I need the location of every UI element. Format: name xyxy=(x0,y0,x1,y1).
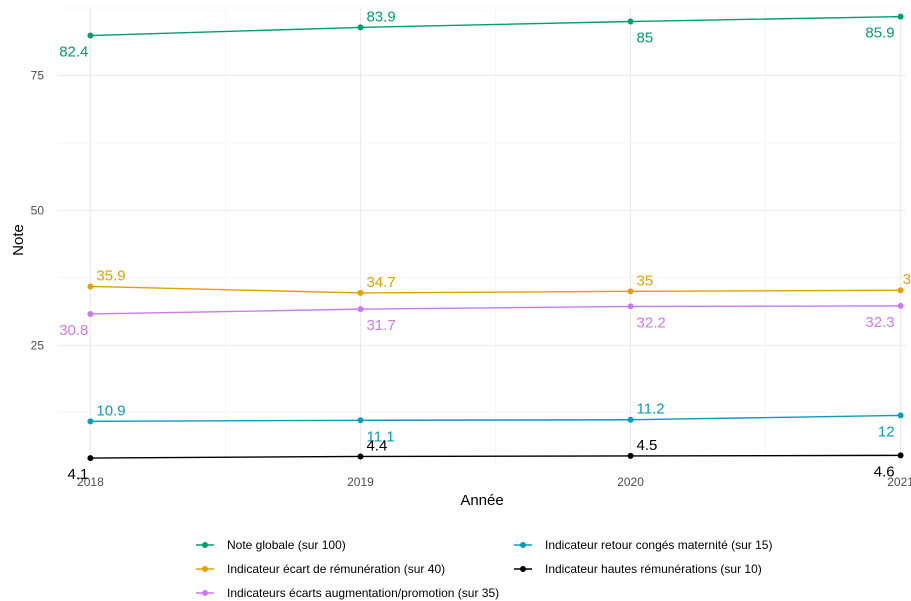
series-2: 30.8 31.7 32.2 32.3 xyxy=(59,302,904,339)
data-label: 85.9 xyxy=(865,25,894,42)
data-label: 82.4 xyxy=(59,44,88,61)
y-tick-label: 50 xyxy=(31,203,45,217)
data-label: 11.1 xyxy=(366,428,394,445)
data-point xyxy=(357,417,364,424)
legend-item: Indicateur écart de rémunération (sur 40… xyxy=(196,562,445,576)
data-point xyxy=(87,310,94,317)
grid xyxy=(58,7,906,464)
data-point xyxy=(897,452,904,459)
data-point xyxy=(897,287,904,294)
data-point xyxy=(357,453,364,460)
legend-label: Indicateur hautes rémunérations (sur 10) xyxy=(545,562,762,576)
y-axis-ticks: 25 50 75 xyxy=(31,68,45,352)
data-label: 34.7 xyxy=(366,274,395,291)
data-point xyxy=(357,24,364,31)
data-label: 32.2 xyxy=(637,314,666,331)
legend-key-point xyxy=(520,542,526,548)
data-label: 35.9 xyxy=(96,267,125,284)
series-0: 82.4 83.9 85 85.9 xyxy=(59,8,904,61)
x-tick-label: 2021 xyxy=(887,475,911,489)
data-label: 10.9 xyxy=(96,402,125,419)
data-point xyxy=(357,289,364,296)
legend-label: Note globale (sur 100) xyxy=(227,538,346,552)
x-axis-ticks: 2018 2019 2020 2021 xyxy=(77,475,911,489)
data-point xyxy=(627,18,634,25)
data-label: 4.4 xyxy=(366,437,387,454)
series-1: 35.9 34.7 35 35.2 xyxy=(87,267,911,296)
data-label: 31.7 xyxy=(366,317,395,334)
data-label: 12 xyxy=(878,423,895,440)
legend-key-point xyxy=(520,566,526,572)
data-label: 35 xyxy=(637,272,654,289)
data-point xyxy=(897,302,904,309)
data-point xyxy=(627,288,634,295)
data-point xyxy=(627,452,634,459)
y-tick-label: 75 xyxy=(31,68,45,82)
legend-item: Indicateur hautes rémunérations (sur 10) xyxy=(514,562,762,576)
data-label: 11.2 xyxy=(637,401,665,418)
data-point xyxy=(627,303,634,310)
series-line xyxy=(90,285,901,294)
legend-key-point xyxy=(202,566,208,572)
data-label: 83.9 xyxy=(366,8,395,25)
x-tick-label: 2018 xyxy=(77,475,104,489)
data-label: 4.6 xyxy=(874,463,895,480)
legend-item: Indicateur retour congés maternité (sur … xyxy=(514,538,772,552)
data-point xyxy=(897,13,904,20)
series-line xyxy=(90,15,901,37)
x-tick-label: 2019 xyxy=(347,475,374,489)
legend-key-point xyxy=(202,542,208,548)
legend-item: Note globale (sur 100) xyxy=(196,538,346,552)
data-label: 30.8 xyxy=(59,322,88,339)
data-point xyxy=(87,418,94,425)
data-point xyxy=(357,306,364,313)
data-point xyxy=(87,455,94,462)
data-label: 85 xyxy=(637,29,654,46)
data-point xyxy=(627,416,634,423)
series-line xyxy=(90,414,901,423)
data-label: 4.5 xyxy=(637,437,658,454)
data-label: 35.2 xyxy=(903,271,911,288)
data-label: 4.1 xyxy=(68,466,89,483)
y-tick-label: 25 xyxy=(31,338,45,352)
legend: Note globale (sur 100) Indicateur écart d… xyxy=(196,538,772,600)
y-axis-title: Note xyxy=(10,224,27,256)
data-point xyxy=(87,283,94,290)
series-3: 10.9 11.1 11.2 12 xyxy=(87,401,904,445)
legend-label: Indicateur écart de rémunération (sur 40… xyxy=(227,562,445,576)
legend-item: Indicateurs écarts augmentation/promotio… xyxy=(196,586,499,600)
legend-label: Indicateur retour congés maternité (sur … xyxy=(545,538,772,552)
data-point xyxy=(87,32,94,39)
series-line xyxy=(90,454,901,459)
data-label: 32.3 xyxy=(865,314,894,331)
series-layer: 82.4 83.9 85 85.9 35.9 34.7 35 35.2 30.8 31.7 32.2… xyxy=(59,8,911,483)
legend-key-point xyxy=(202,590,208,596)
x-axis-title: Année xyxy=(460,492,503,509)
data-point xyxy=(897,412,904,419)
legend-label: Indicateurs écarts augmentation/promotio… xyxy=(227,586,499,600)
x-tick-label: 2020 xyxy=(617,475,644,489)
series-line xyxy=(90,305,901,315)
series-4: 4.1 4.4 4.5 4.6 xyxy=(68,437,904,483)
